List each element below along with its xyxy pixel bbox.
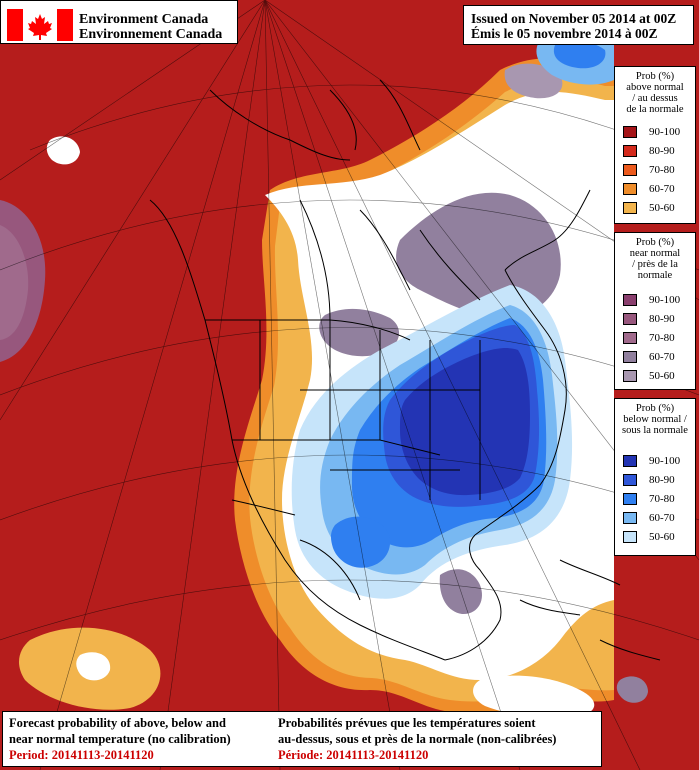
legend-swatch xyxy=(623,202,637,214)
legend-swatch xyxy=(623,493,637,505)
legend-row: 90-100 xyxy=(623,293,680,307)
legend-near-normal: Prob (%) near normal / près de la normal… xyxy=(614,232,696,390)
legend-title-line: / près de la xyxy=(632,259,678,270)
below-arctic-core xyxy=(553,40,606,69)
no-signal-spot-3-inner xyxy=(76,652,111,681)
legend-range: 60-70 xyxy=(649,183,675,195)
legend-swatch xyxy=(623,512,637,524)
legend-swatch xyxy=(623,351,637,363)
footer-fr-line2: au-dessus, sous et près de la normale (n… xyxy=(278,732,557,746)
legend-range: 70-80 xyxy=(649,493,675,505)
legend-title-line: / au dessus xyxy=(632,93,678,104)
legend-title-line: normale xyxy=(637,270,673,281)
legend-range: 50-60 xyxy=(649,531,675,543)
legend-range: 50-60 xyxy=(649,202,675,214)
legend-title-line: Prob (%) xyxy=(635,71,675,82)
legend-swatch xyxy=(623,370,637,382)
legend-swatch xyxy=(623,183,637,195)
legend-title-line: near normal xyxy=(629,248,681,259)
legend-range: 60-70 xyxy=(649,351,675,363)
footer-en-line1: Forecast probability of above, below and xyxy=(9,716,226,730)
legend-swatch xyxy=(623,531,637,543)
legend-title-line: above normal xyxy=(626,82,684,93)
legend-below-normal: Prob (%) below normal / sous la normale … xyxy=(614,398,696,556)
legend-range: 80-90 xyxy=(649,313,675,325)
legend-row: 60-70 xyxy=(623,511,675,525)
legend-row: 80-90 xyxy=(623,473,675,487)
footer-en-period: Period: 20141113-20141120 xyxy=(9,748,154,762)
issued-box: Issued on November 05 2014 at 00Z Émis l… xyxy=(463,5,694,45)
legend-swatch xyxy=(623,126,637,138)
legend-range: 80-90 xyxy=(649,474,675,486)
legend-row: 50-60 xyxy=(623,530,675,544)
legend-above-title: Prob (%) above normal / au dessus de la … xyxy=(615,71,695,115)
legend-row: 80-90 xyxy=(623,144,675,158)
legend-range: 50-60 xyxy=(649,370,675,382)
legend-row: 50-60 xyxy=(623,369,675,383)
legend-row: 60-70 xyxy=(623,350,675,364)
near-normal-region-north xyxy=(396,192,561,319)
legend-row: 70-80 xyxy=(623,492,675,506)
legend-range: 60-70 xyxy=(649,512,675,524)
legend-row: 70-80 xyxy=(623,163,675,177)
near-normal-region-arctic xyxy=(504,63,563,99)
no-signal-spot-1 xyxy=(46,136,80,165)
legend-row: 50-60 xyxy=(623,201,675,215)
footer-en-line2: near normal temperature (no calibration) xyxy=(9,732,231,746)
legend-row: 90-100 xyxy=(623,454,680,468)
legend-title-line: Prob (%) xyxy=(635,403,675,414)
legend-range: 80-90 xyxy=(649,145,675,157)
legend-swatch xyxy=(623,145,637,157)
header-box: Environment Canada Environnement Canada xyxy=(0,0,238,44)
near-normal-region-west-inner xyxy=(0,225,29,340)
issued-date-en: Issued on November 05 2014 at 00Z xyxy=(471,11,677,26)
white-band-east xyxy=(473,675,595,718)
legend-above-normal: Prob (%) above normal / au dessus de la … xyxy=(614,66,696,224)
legend-range: 90-100 xyxy=(649,455,681,467)
agency-name-fr: Environnement Canada xyxy=(79,27,223,42)
legend-below-title: Prob (%) below normal / sous la normale xyxy=(615,403,695,436)
legend-range: 70-80 xyxy=(649,332,675,344)
legend-range: 70-80 xyxy=(649,164,675,176)
footer-fr-period: Période: 20141113-20141120 xyxy=(278,748,429,762)
legend-swatch xyxy=(623,474,637,486)
legend-row: 80-90 xyxy=(623,312,675,326)
legend-range: 90-100 xyxy=(649,126,681,138)
footer-fr-line1: Probabilités prévues que les température… xyxy=(278,716,536,730)
legend-title-line: de la normale xyxy=(626,104,684,115)
agency-name-en: Environment Canada xyxy=(79,12,209,27)
legend-title-line: sous la normale xyxy=(622,425,688,436)
legend-title-line: below normal / xyxy=(623,414,687,425)
footer-box: Forecast probability of above, below and… xyxy=(2,711,602,767)
below-90-100-region xyxy=(400,348,530,496)
legend-row: 70-80 xyxy=(623,331,675,345)
boundaries xyxy=(149,79,661,661)
legend-row: 90-100 xyxy=(623,125,680,139)
legend-swatch xyxy=(623,294,637,306)
legend-swatch xyxy=(623,332,637,344)
legend-title-line: Prob (%) xyxy=(635,237,675,248)
near-normal-spot-east xyxy=(616,676,648,703)
canada-flag-icon xyxy=(7,9,73,41)
legend-near-title: Prob (%) near normal / près de la normal… xyxy=(615,237,695,281)
below-southwest-region xyxy=(330,516,391,568)
issued-date-fr: Émis le 05 novembre 2014 à 00Z xyxy=(471,26,658,41)
legend-swatch xyxy=(623,164,637,176)
legend-swatch xyxy=(623,313,637,325)
legend-row: 60-70 xyxy=(623,182,675,196)
legend-swatch xyxy=(623,455,637,467)
legend-range: 90-100 xyxy=(649,294,681,306)
